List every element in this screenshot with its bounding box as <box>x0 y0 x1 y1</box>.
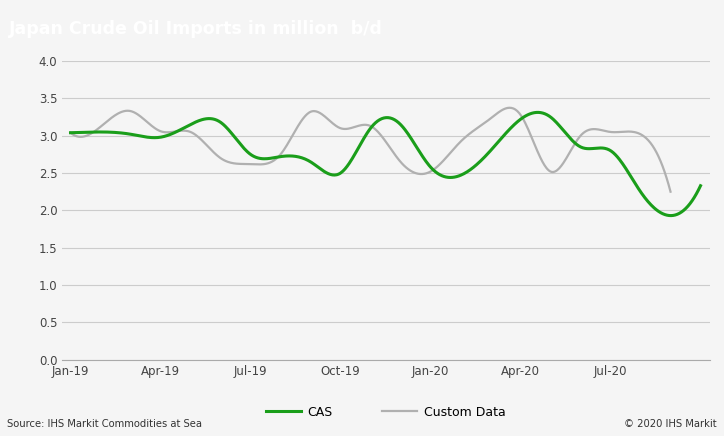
Legend: CAS, Custom Data: CAS, Custom Data <box>261 401 510 424</box>
Text: © 2020 IHS Markit: © 2020 IHS Markit <box>624 419 717 429</box>
Text: Japan Crude Oil Imports in million  b/d: Japan Crude Oil Imports in million b/d <box>9 20 382 38</box>
Text: Source: IHS Markit Commodities at Sea: Source: IHS Markit Commodities at Sea <box>7 419 202 429</box>
